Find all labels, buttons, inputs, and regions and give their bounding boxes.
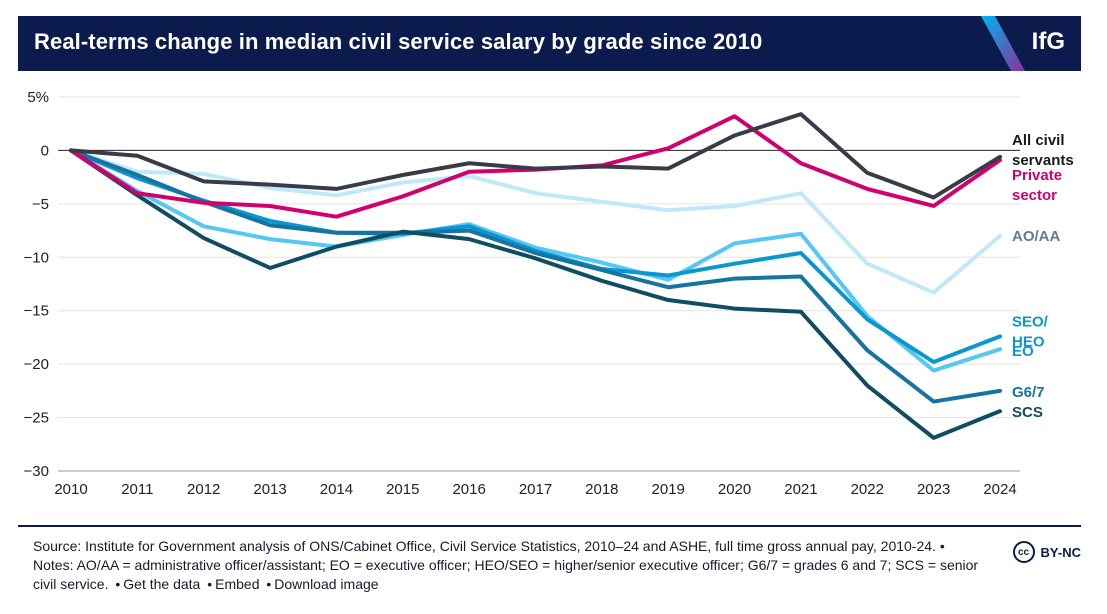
series-label-ao-aa: AO/AA — [1012, 228, 1061, 245]
source-note: Source: Institute for Government analysi… — [33, 538, 979, 592]
x-tick-label: 2020 — [718, 481, 751, 498]
x-tick-label: 2022 — [851, 481, 884, 498]
series-label-eo: EO — [1012, 343, 1034, 360]
x-tick-label: 2018 — [585, 481, 618, 498]
logo-text: IfG — [1031, 28, 1065, 55]
chart-title: Real-terms change in median civil servic… — [34, 29, 763, 54]
series-line-eo — [69, 148, 1002, 373]
x-tick-label: 2016 — [452, 481, 485, 498]
source-text: Source: Institute for Government analysi… — [33, 538, 979, 592]
series-line-g6-7 — [69, 148, 1002, 404]
series-label-all-civil-servants: All civil servants — [1012, 132, 1074, 169]
axes: 5% 0 −5 −10 −15 −20 −25 −30 2010 2011 2012 2013 2014… — [24, 89, 1020, 498]
get-data-link[interactable]: Get the data — [123, 576, 201, 592]
x-tick-label: 2013 — [253, 481, 286, 498]
chart-header: Real-terms change in median civil servic… — [18, 16, 1081, 71]
y-tick-label: −25 — [24, 410, 49, 427]
y-tick-label: 5% — [27, 89, 49, 106]
series-label-scs: SCS — [1012, 404, 1043, 421]
license-badge: cc BY-NC — [1012, 541, 1081, 563]
gridlines — [58, 96, 1020, 472]
y-tick-label: −15 — [24, 303, 49, 320]
embed-link[interactable]: Embed — [215, 576, 260, 592]
x-tick-label: 2024 — [983, 481, 1016, 498]
x-tick-label: 2017 — [519, 481, 552, 498]
y-tick-label: −10 — [24, 249, 49, 266]
y-tick-label: −30 — [24, 463, 49, 480]
series-label-private-sector: Private sector — [1012, 167, 1062, 204]
y-tick-label: −5 — [32, 196, 49, 213]
license-text: BY-NC — [1040, 544, 1081, 560]
series-lines — [69, 112, 1002, 440]
series-line-seo-heo — [69, 148, 1002, 365]
x-tick-label: 2023 — [917, 481, 950, 498]
series-label-g6-7: G6/7 — [1012, 384, 1045, 401]
x-tick-label: 2014 — [320, 481, 353, 498]
footer-divider — [18, 525, 1081, 527]
series-line-scs — [69, 148, 1002, 440]
logo-stripe-icon — [981, 16, 1025, 71]
series-line-all-civil-servants — [69, 112, 1002, 200]
x-tick-label: 2011 — [121, 481, 153, 498]
x-tick-label: 2010 — [54, 481, 87, 498]
download-image-link[interactable]: Download image — [274, 576, 379, 592]
x-tick-label: 2015 — [386, 481, 419, 498]
y-tick-label: 0 — [41, 142, 49, 159]
x-tick-label: 2012 — [187, 481, 220, 498]
y-tick-label: −20 — [24, 356, 49, 373]
creative-commons-icon: cc — [1012, 541, 1035, 563]
x-tick-label: 2019 — [652, 481, 685, 498]
series-line-ao-aa — [69, 148, 1002, 295]
ifg-logo: IfG — [971, 16, 1081, 71]
series-label-seo-heo: SEO/HEO — [1012, 313, 1049, 350]
line-chart: 5% 0 −5 −10 −15 −20 −25 −30 2010 2011 2012 2013 2014… — [24, 89, 1074, 498]
x-tick-label: 2021 — [784, 481, 817, 498]
